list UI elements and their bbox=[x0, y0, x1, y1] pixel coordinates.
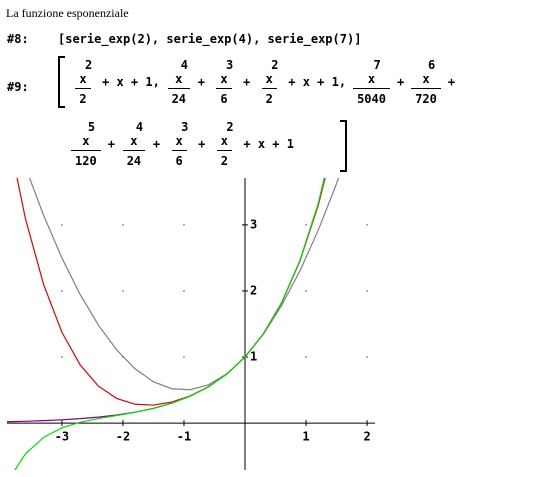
grid-dot bbox=[366, 356, 368, 358]
grid-dot bbox=[61, 224, 63, 226]
grid-dot bbox=[122, 224, 124, 226]
x-tick-label: 1 bbox=[302, 430, 309, 444]
grid-dot bbox=[183, 356, 185, 358]
denominator: 6 bbox=[171, 150, 187, 168]
grid-dot bbox=[366, 290, 368, 292]
curves bbox=[7, 178, 340, 470]
formula-text: + bbox=[107, 137, 115, 151]
formula-text: + x + 1 bbox=[243, 137, 294, 151]
curve bbox=[28, 178, 340, 391]
base: x bbox=[130, 134, 138, 148]
curve bbox=[7, 178, 326, 423]
denominator: 2 bbox=[75, 88, 91, 106]
exponent: 3 bbox=[181, 120, 189, 134]
exponent: 4 bbox=[180, 58, 189, 72]
denominator: 2 bbox=[216, 150, 232, 168]
base: x bbox=[175, 72, 183, 86]
y-tick-label: 3 bbox=[250, 217, 257, 231]
base: x bbox=[79, 72, 87, 86]
exponent: 2 bbox=[271, 58, 279, 72]
denominator: 720 bbox=[411, 88, 441, 106]
x-tick-label: -1 bbox=[177, 430, 191, 444]
x-tick-label: -2 bbox=[116, 430, 130, 444]
expr-text: [serie_exp(2), serie_exp(4), serie_exp(7… bbox=[58, 32, 362, 46]
grid-dot bbox=[305, 290, 307, 292]
expr-label: #8: bbox=[7, 32, 29, 46]
bracket bbox=[340, 120, 347, 172]
formula-text: + x + 1, bbox=[102, 75, 160, 89]
base: x bbox=[367, 72, 376, 86]
x-tick-label: -3 bbox=[55, 430, 69, 444]
formula-text: + x + 1, bbox=[288, 75, 347, 89]
fraction: x 7 5040 bbox=[353, 58, 390, 106]
denominator: 2 bbox=[261, 88, 277, 106]
formula-text: + bbox=[198, 137, 206, 151]
curve bbox=[14, 178, 326, 470]
exponent: 7 bbox=[373, 58, 381, 72]
denominator: 6 bbox=[216, 88, 232, 106]
formula-row: x 2 2 + x + 1, x 4 24 + x 3 6 + x 2 2 + x + 1, x 7 5040 + x 6… bbox=[66, 58, 457, 106]
exponent: 6 bbox=[428, 58, 436, 72]
denominator: 24 bbox=[122, 150, 146, 168]
exponent: 4 bbox=[135, 120, 144, 134]
formula-row: x 5 120 + x 4 24 + x 3 6 + x 2 2 + x + 1 bbox=[66, 120, 296, 168]
expr-label: #9: bbox=[7, 80, 29, 94]
base: x bbox=[175, 134, 183, 148]
base: x bbox=[265, 72, 273, 86]
fraction: x 6 720 bbox=[411, 58, 441, 106]
exponent: 3 bbox=[226, 58, 234, 72]
formula-text: + bbox=[243, 75, 251, 89]
formula-text: + bbox=[447, 75, 456, 89]
base: x bbox=[220, 72, 228, 86]
grid-dot bbox=[305, 224, 307, 226]
grid-dot bbox=[183, 224, 185, 226]
y-tick-label: 1 bbox=[250, 350, 257, 364]
base: x bbox=[422, 72, 430, 86]
formula-text: + bbox=[197, 75, 206, 89]
fraction: x 4 24 bbox=[167, 58, 191, 106]
grid-dot bbox=[122, 290, 124, 292]
grid-dot bbox=[61, 356, 63, 358]
fraction: x 5 120 bbox=[71, 120, 101, 168]
denominator: 5040 bbox=[353, 88, 390, 106]
denominator: 24 bbox=[167, 88, 191, 106]
grid-dot bbox=[305, 356, 307, 358]
fraction: x 4 24 bbox=[122, 120, 146, 168]
exponent: 2 bbox=[85, 58, 93, 72]
y-tick-label: 2 bbox=[250, 283, 257, 297]
base: x bbox=[220, 134, 229, 148]
x-tick-label: 2 bbox=[363, 430, 370, 444]
grid-dot bbox=[183, 290, 185, 292]
formula-text: + bbox=[152, 137, 161, 151]
formula-text: + bbox=[396, 75, 405, 89]
title: La funzione esponenziale bbox=[6, 6, 129, 20]
exponent: 5 bbox=[87, 120, 96, 134]
denominator: 120 bbox=[71, 150, 101, 168]
grid-dot bbox=[61, 290, 63, 292]
base: x bbox=[82, 134, 90, 148]
exponent: 2 bbox=[226, 120, 234, 134]
bracket bbox=[58, 56, 65, 108]
grid-dot bbox=[366, 224, 368, 226]
